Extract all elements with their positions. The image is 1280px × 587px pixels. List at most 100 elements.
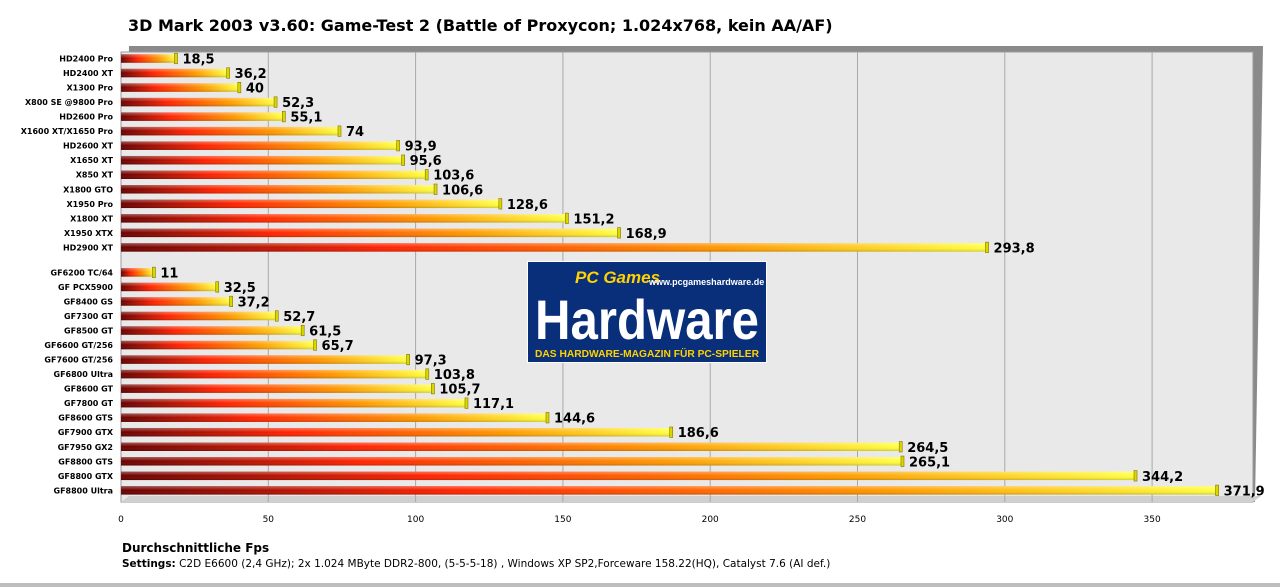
data-label: 11 bbox=[160, 266, 178, 281]
bar-cap bbox=[1215, 484, 1219, 496]
category-label: X1800 XT bbox=[70, 214, 113, 223]
bar-shine bbox=[121, 243, 987, 252]
bottom-divider bbox=[0, 583, 1280, 587]
data-label: 65,7 bbox=[322, 339, 354, 354]
category-label: X1950 XTX bbox=[64, 229, 114, 238]
data-label: 151,2 bbox=[573, 212, 614, 227]
settings-text: C2D E6600 (2,4 GHz); 2x 1.024 MByte DDR2… bbox=[175, 558, 831, 570]
bar-cap bbox=[396, 140, 400, 152]
bar-shine bbox=[121, 199, 500, 209]
bar-shine bbox=[121, 471, 1136, 481]
data-label: 55,1 bbox=[290, 111, 322, 126]
category-label: GF PCX5900 bbox=[58, 283, 113, 292]
bar-cap bbox=[985, 241, 989, 253]
bar-shine bbox=[121, 486, 1217, 495]
category-label: GF7300 GT bbox=[64, 312, 114, 321]
bar-shine bbox=[121, 228, 619, 238]
category-label: GF8600 GT bbox=[64, 385, 114, 394]
category-label: GF7600 GT/256 bbox=[44, 356, 113, 365]
category-label: HD2400 Pro bbox=[59, 55, 113, 64]
category-label: X1600 XT/X1650 Pro bbox=[21, 127, 114, 136]
bar-shine bbox=[121, 268, 154, 277]
bar-cap bbox=[237, 82, 242, 94]
category-label: GF8500 GT bbox=[64, 327, 114, 336]
category-label: GF8400 GS bbox=[64, 297, 114, 306]
category-label: HD2600 Pro bbox=[59, 113, 113, 122]
bar-shine bbox=[121, 398, 466, 408]
category-label: HD2600 XT bbox=[63, 142, 114, 151]
category-label: GF7800 GT bbox=[64, 399, 114, 408]
data-label: 52,3 bbox=[282, 96, 314, 111]
bar-cap bbox=[152, 266, 156, 278]
bar-cap bbox=[424, 169, 429, 181]
bar-cap bbox=[300, 324, 305, 337]
bar-shine bbox=[121, 282, 217, 292]
bar-shine bbox=[121, 413, 547, 422]
data-label: 37,2 bbox=[238, 295, 270, 310]
bar-cap bbox=[401, 154, 405, 166]
bar-cap bbox=[498, 198, 503, 210]
category-label: X800 SE @9800 Pro bbox=[25, 98, 114, 107]
bar-shine bbox=[121, 185, 436, 194]
bar-cap bbox=[898, 441, 903, 453]
bar-shine bbox=[121, 457, 902, 466]
category-label: GF8600 GTS bbox=[58, 414, 113, 423]
settings-label: Settings: bbox=[122, 558, 176, 570]
category-label: GF6800 Ultra bbox=[54, 370, 114, 379]
data-label: 117,1 bbox=[473, 397, 514, 412]
category-label: X1300 Pro bbox=[66, 84, 113, 93]
bar-shine bbox=[121, 297, 231, 306]
x-tick-label: 250 bbox=[849, 515, 866, 525]
data-label: 128,6 bbox=[507, 198, 548, 213]
data-label: 74 bbox=[346, 125, 364, 140]
bar-shine bbox=[121, 68, 228, 78]
bar-cap bbox=[273, 96, 278, 108]
plot-floor bbox=[121, 496, 1261, 502]
bar-cap bbox=[406, 354, 410, 366]
bar-shine bbox=[121, 170, 427, 179]
bar-shine bbox=[121, 112, 284, 121]
bar-cap bbox=[274, 310, 279, 322]
data-label: 186,6 bbox=[678, 426, 719, 441]
data-label: 61,5 bbox=[309, 325, 341, 340]
category-label: GF7900 GTX bbox=[58, 428, 114, 437]
bar-cap bbox=[229, 295, 233, 308]
bar-cap bbox=[431, 383, 435, 395]
bar-cap bbox=[900, 455, 905, 467]
data-label: 293,8 bbox=[994, 241, 1035, 256]
x-axis-label: Durchschnittliche Fps bbox=[122, 541, 270, 555]
logo-brand: Hardware bbox=[535, 288, 759, 351]
bar-shine bbox=[121, 54, 176, 63]
data-label: 32,5 bbox=[224, 281, 256, 296]
data-label: 103,8 bbox=[434, 368, 475, 383]
data-label: 371,9 bbox=[1224, 484, 1265, 499]
bar-cap bbox=[1133, 470, 1138, 482]
bar-shine bbox=[121, 355, 408, 364]
bar-cap bbox=[617, 227, 621, 239]
data-label: 97,3 bbox=[415, 354, 447, 369]
bar-shine bbox=[121, 326, 303, 335]
x-tick-label: 100 bbox=[407, 515, 424, 525]
data-label: 18,5 bbox=[183, 53, 215, 68]
x-tick-label: 150 bbox=[554, 515, 571, 525]
bar-cap bbox=[545, 412, 550, 424]
bar-cap bbox=[433, 183, 438, 195]
data-label: 93,9 bbox=[405, 140, 437, 155]
bar-shine bbox=[121, 340, 315, 350]
data-label: 265,1 bbox=[909, 455, 950, 470]
bar-cap bbox=[425, 368, 430, 380]
category-label: GF8800 Ultra bbox=[54, 486, 114, 495]
bar-shine bbox=[121, 427, 671, 437]
bar-cap bbox=[565, 212, 569, 224]
bar-shine bbox=[121, 311, 277, 321]
bar-shine bbox=[121, 97, 276, 107]
data-label: 95,6 bbox=[410, 154, 442, 169]
data-label: 52,7 bbox=[283, 310, 315, 325]
bar-cap bbox=[337, 125, 342, 137]
data-label: 168,9 bbox=[626, 227, 667, 242]
category-label: X850 XT bbox=[76, 171, 114, 180]
data-label: 106,6 bbox=[442, 183, 483, 198]
data-label: 105,7 bbox=[439, 383, 480, 398]
data-label: 103,6 bbox=[433, 169, 474, 184]
bar-chart: HD2400 Pro HD2400 XT X1300 Pro X800 SE @980… bbox=[21, 46, 1265, 525]
